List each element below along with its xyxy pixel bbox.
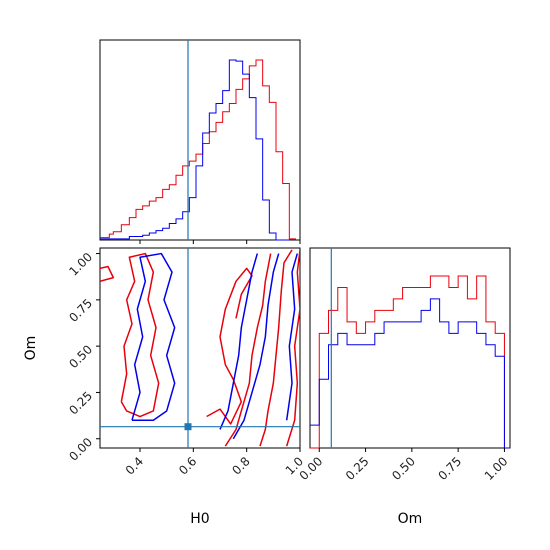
contour-blue-9 xyxy=(285,253,299,421)
hist-h0-series-red xyxy=(100,59,296,240)
contour-red-4 xyxy=(100,265,115,283)
panel-contour-frame xyxy=(99,247,301,449)
contour-blue-7 xyxy=(219,253,259,430)
panel-contour-h0-om: 0.4 0.6 0.8 1.00.000.250.500.751.00 xyxy=(66,247,306,478)
contour-ytick-label-3: 0.75 xyxy=(66,296,95,325)
contour-xtick-label-2: 0.8 xyxy=(229,454,252,477)
contour-xtick-label-0: 0.4 xyxy=(123,454,146,477)
contour-red-3 xyxy=(120,252,160,418)
hist-om-xtick-label-3: 0.75 xyxy=(435,454,464,483)
contour-blue-8 xyxy=(131,252,176,421)
contour-red-1 xyxy=(224,253,272,447)
hist-om-series-red xyxy=(310,275,510,449)
contour-ytick-label-4: 1.00 xyxy=(66,250,95,279)
panel-hist-h0-frame xyxy=(99,39,301,241)
hist-h0-series-blue xyxy=(100,59,290,241)
xaxis-label-h0: H0 xyxy=(190,511,209,527)
hist-om-xtick-label-4: 1.00 xyxy=(482,454,511,483)
contour-truth-marker xyxy=(184,423,192,431)
contour-blue-6 xyxy=(232,253,280,440)
panel-hist-om: 0.00 0.25 0.50 0.75 1.00 xyxy=(297,247,511,483)
contour-ytick-label-2: 0.50 xyxy=(66,342,95,371)
hist-om-series-blue xyxy=(310,298,510,449)
contour-lines xyxy=(100,249,300,447)
xaxis-label-om: Om xyxy=(398,511,423,527)
hist-om-xtick-label-1: 0.25 xyxy=(343,454,372,483)
contour-red-0 xyxy=(259,249,293,447)
contour-xtick-label-1: 0.6 xyxy=(176,454,199,477)
panel-hist-h0 xyxy=(99,39,301,244)
contour-ytick-label-1: 0.25 xyxy=(66,389,95,418)
contour-ytick-label-0: 0.00 xyxy=(66,435,95,464)
yaxis-label-om: Om xyxy=(23,336,39,361)
panel-hist-om-frame xyxy=(309,247,511,449)
hist-om-xtick-label-2: 0.50 xyxy=(389,454,418,483)
contour-red-2 xyxy=(285,249,300,447)
